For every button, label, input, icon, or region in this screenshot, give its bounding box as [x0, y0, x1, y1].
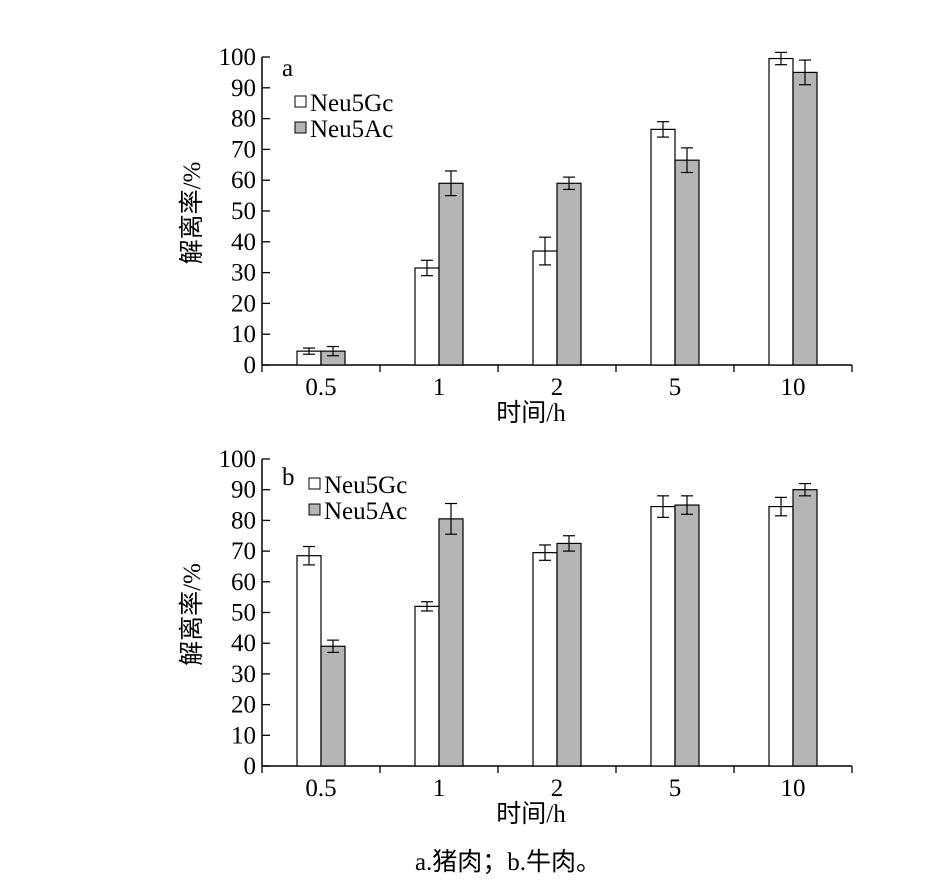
chart-panel-b: 0 10 20 30 40 50 60 70 80 90 100 0.5 1 2 5 10 b Neu5GcNeu… — [178, 446, 853, 828]
y-tick-label: 10 — [231, 321, 256, 348]
x-tick-label: 2 — [551, 374, 564, 401]
y-tick-label: 100 — [219, 446, 257, 473]
bar-neu5ac — [792, 71, 818, 366]
bar-neu5ac — [674, 159, 700, 366]
y-tick-label: 40 — [231, 229, 256, 256]
bar-neu5gc — [768, 57, 794, 366]
y-tick-label: 0 — [244, 352, 257, 379]
y-axis-title: 解离率/% — [178, 563, 206, 666]
bar-neu5gc — [768, 505, 794, 767]
x-tick-label: 5 — [669, 374, 682, 401]
legend-swatch-neu5ac — [294, 121, 307, 134]
x-tick-label: 5 — [669, 775, 682, 802]
legend-swatch-neu5gc — [294, 95, 307, 108]
bar-neu5ac — [320, 645, 346, 767]
x-tick-label: 0.5 — [305, 775, 336, 802]
y-tick-label: 30 — [231, 260, 256, 287]
x-tick-label: 0.5 — [305, 374, 336, 401]
legend-label: Neu5Ac — [310, 116, 393, 143]
x-tick-label: 1 — [433, 374, 446, 401]
y-tick-label: 0 — [244, 753, 257, 780]
bar-neu5gc — [414, 605, 440, 767]
y-tick-label: 40 — [231, 630, 256, 657]
y-tick-label: 90 — [231, 477, 256, 504]
legend-label: Neu5Gc — [310, 90, 393, 117]
bar-neu5ac — [792, 489, 818, 767]
y-axis-title: 解离率/% — [178, 162, 206, 265]
panel-label: a — [282, 55, 293, 82]
y-tick-label: 70 — [231, 538, 256, 565]
bar-neu5gc — [532, 552, 558, 767]
y-tick-label: 20 — [231, 692, 256, 719]
bar-neu5gc — [532, 250, 558, 366]
y-tick-label: 80 — [231, 507, 256, 534]
bar-neu5gc — [650, 505, 676, 767]
legend-swatch-neu5gc — [308, 477, 321, 490]
bar-neu5ac — [438, 182, 464, 366]
y-tick-label: 20 — [231, 290, 256, 317]
panel-label: b — [282, 464, 295, 491]
y-tick-label: 50 — [231, 198, 256, 225]
y-tick-label: 70 — [231, 136, 256, 163]
y-tick-label: 30 — [231, 661, 256, 688]
x-axis-title: 时间/h — [496, 800, 566, 828]
x-tick-label: 10 — [781, 775, 806, 802]
y-tick-label: 100 — [219, 44, 257, 71]
x-axis-title: 时间/h — [496, 399, 566, 427]
y-tick-label: 90 — [231, 75, 256, 102]
bar-neu5gc — [414, 267, 440, 366]
legend-label: Neu5Gc — [324, 472, 407, 499]
y-tick-label: 50 — [231, 600, 256, 627]
legend-label: Neu5Ac — [324, 498, 407, 525]
y-tick-label: 60 — [231, 569, 256, 596]
legend-swatch-neu5ac — [308, 503, 321, 516]
bar-neu5gc — [650, 128, 676, 366]
bar-neu5ac — [556, 542, 582, 767]
chart-panel-a: 0 10 20 30 40 50 60 70 80 90 100 0.5 1 2 5 10 a Neu5GcNeu… — [178, 44, 853, 427]
bar-neu5ac — [674, 504, 700, 767]
bar-neu5gc — [296, 555, 322, 767]
y-tick-label: 10 — [231, 722, 256, 749]
bar-neu5ac — [556, 182, 582, 366]
x-tick-label: 1 — [433, 775, 446, 802]
figure-caption: a.猪肉；b.牛肉。 — [415, 848, 601, 876]
x-tick-label: 10 — [781, 374, 806, 401]
y-tick-label: 80 — [231, 106, 256, 133]
y-tick-label: 60 — [231, 167, 256, 194]
bar-neu5ac — [438, 518, 464, 767]
x-tick-label: 2 — [551, 775, 564, 802]
